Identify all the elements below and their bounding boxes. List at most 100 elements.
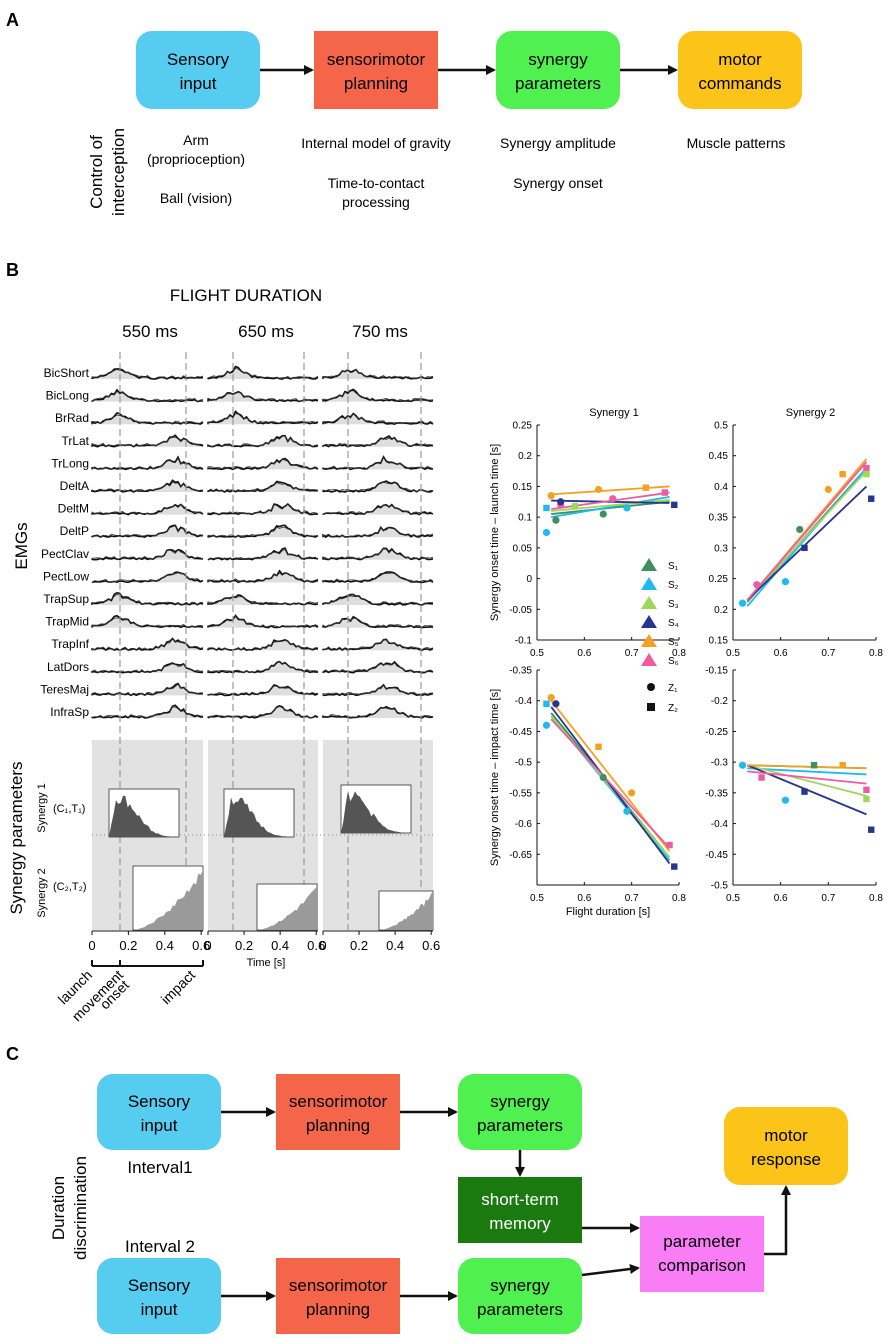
emg-fill-trlong-1 <box>92 457 203 470</box>
scatter-ylabel-3: Synergy onset time – impact time [s] <box>489 689 501 866</box>
emg-trace-trapsup-1 <box>91 591 204 606</box>
emg-trace2-deltp-2 <box>207 526 319 538</box>
fit-line-2-s6 <box>746 461 868 601</box>
x-tick-label-1: 0.8 <box>672 648 686 659</box>
b-duration-750: 750 ms <box>352 322 408 341</box>
point-1-7 <box>594 485 603 494</box>
legend-label-s1: S₁ <box>668 561 679 572</box>
emg-trace-trapmid-2 <box>207 614 319 629</box>
time-tick-label-3-1: 0.2 <box>350 938 368 953</box>
emg-fill-trapinf-2 <box>208 639 318 651</box>
b-event-impact: impact <box>158 967 199 1008</box>
emg-trace-teresmaj-2 <box>207 683 319 697</box>
point-2-5 <box>824 485 832 494</box>
emg-trace2-biclong-2 <box>207 391 319 402</box>
svg-text:Control of: Control of <box>87 135 106 209</box>
syn2-wave-3 <box>379 892 433 930</box>
c-memory-line1: short-term <box>481 1190 558 1209</box>
y-tick-label-2: 0.5 <box>714 421 728 432</box>
fit-line-1-s4 <box>551 499 670 504</box>
x-tick-label-4: 0.5 <box>726 893 740 904</box>
a-note-prop: (proprioception) <box>147 151 245 167</box>
fit-line-2-s4 <box>746 485 868 601</box>
legend-marker-s3 <box>641 596 657 609</box>
point-4-8 <box>758 774 765 781</box>
emg-fill-brrad-2 <box>208 411 318 425</box>
c-comparison-line2: comparison <box>658 1256 746 1275</box>
c-planning-1-line1: sensorimotor <box>289 1092 388 1111</box>
b-time-label: Time [s] <box>247 957 286 969</box>
b-duration-650: 650 ms <box>238 322 294 341</box>
c-response-box <box>724 1107 848 1185</box>
emg-trace2-bicshort-1 <box>91 369 204 379</box>
point-3-0 <box>547 694 555 702</box>
c-synergy-2-line2: parameters <box>477 1300 563 1319</box>
emg-trace2-pectclav-2 <box>207 548 319 560</box>
emg-trace2-pectlow-1 <box>91 572 203 583</box>
emg-trace2-brrad-3 <box>322 413 434 425</box>
point-3-9 <box>623 807 631 815</box>
point-2-1 <box>781 578 790 586</box>
emg-trace2-trapinf-2 <box>207 640 319 651</box>
emg-fill-deltp-3 <box>323 527 433 538</box>
c-planning-2-line1: sensorimotor <box>289 1276 388 1295</box>
emg-fill-trapinf-3 <box>323 639 433 651</box>
x-tick-label-2: 0.7 <box>821 648 835 659</box>
emg-fill-latdors-1 <box>92 663 203 673</box>
emg-trace-delta-2 <box>207 480 319 493</box>
emg-trace-infrasp-3 <box>322 705 434 719</box>
a-motor-line2: commands <box>698 74 781 93</box>
y-tick-label-1: 0.05 <box>513 543 533 554</box>
emg-trace2-pectclav-1 <box>91 549 204 560</box>
point-4-1 <box>781 796 790 804</box>
c-sensory-2-line2: input <box>141 1300 178 1319</box>
emg-fill-latdors-3 <box>323 661 433 673</box>
emg-trace2-brrad-2 <box>207 413 319 425</box>
a-note-amp: Synergy amplitude <box>500 135 616 151</box>
c-sensory-box-2 <box>97 1258 221 1334</box>
b-syn2-label: Synergy 2 <box>36 868 48 918</box>
emg-fill-infrasp-1 <box>92 705 203 718</box>
c-response-line2: response <box>751 1150 821 1169</box>
point-1-2 <box>542 528 551 537</box>
emg-trace2-delta-2 <box>207 482 319 493</box>
emg-trace-bicshort-1 <box>91 368 204 380</box>
c-planning-2-line2: planning <box>306 1300 370 1319</box>
point-3-7 <box>666 841 673 849</box>
x-tick-label-1: 0.7 <box>625 648 639 659</box>
c-sensory-1-line1: Sensory <box>128 1092 191 1111</box>
emg-fill-delta-2 <box>208 481 318 492</box>
y-tick-label-3: -0.45 <box>509 727 532 738</box>
b-muscle-labels: BicShort BicLong BrRad TrLat TrLong DeltA Delt… <box>40 366 89 719</box>
scatter-ylabel-1: Synergy onset time – launch time [s] <box>489 444 501 621</box>
emg-fill-trapmid-2 <box>208 615 318 628</box>
muscle-label-pectlow: PectLow <box>43 569 89 583</box>
point-1-5 <box>671 501 678 509</box>
muscle-label-trlong: TrLong <box>51 456 89 470</box>
x-tick-label-4: 0.6 <box>774 893 788 904</box>
muscle-label-infrasp: InfraSp <box>50 705 89 719</box>
point-1-8 <box>642 484 650 491</box>
emg-trace-pectclav-2 <box>207 547 319 561</box>
b-synergy-waveforms <box>108 784 434 931</box>
b-event-bracket <box>91 960 204 967</box>
point-3-2 <box>628 789 636 797</box>
a-note-gravity: Internal model of gravity <box>301 135 450 151</box>
legend-marker-s4 <box>641 615 657 628</box>
legend-marker-z2 <box>647 703 655 711</box>
emg-fill-biclong-2 <box>208 391 318 402</box>
y-tick-label-4: -0.5 <box>711 881 729 892</box>
b-duration-550: 550 ms <box>122 322 178 341</box>
emg-trace2-pectlow-2 <box>207 572 319 583</box>
muscle-label-trapsup: TrapSup <box>43 592 89 606</box>
c-synergy-box-2 <box>458 1258 582 1334</box>
c-planning-box-1 <box>276 1074 400 1150</box>
syn1-wave-2 <box>224 797 294 837</box>
fit-line-2-s2 <box>746 467 868 607</box>
a-synergy-box <box>496 31 620 109</box>
point-1-12 <box>571 502 579 510</box>
fit-line-1-s1 <box>551 500 670 515</box>
svg-text:Duration: Duration <box>49 1176 68 1240</box>
panel-a-letter: A <box>6 10 19 30</box>
